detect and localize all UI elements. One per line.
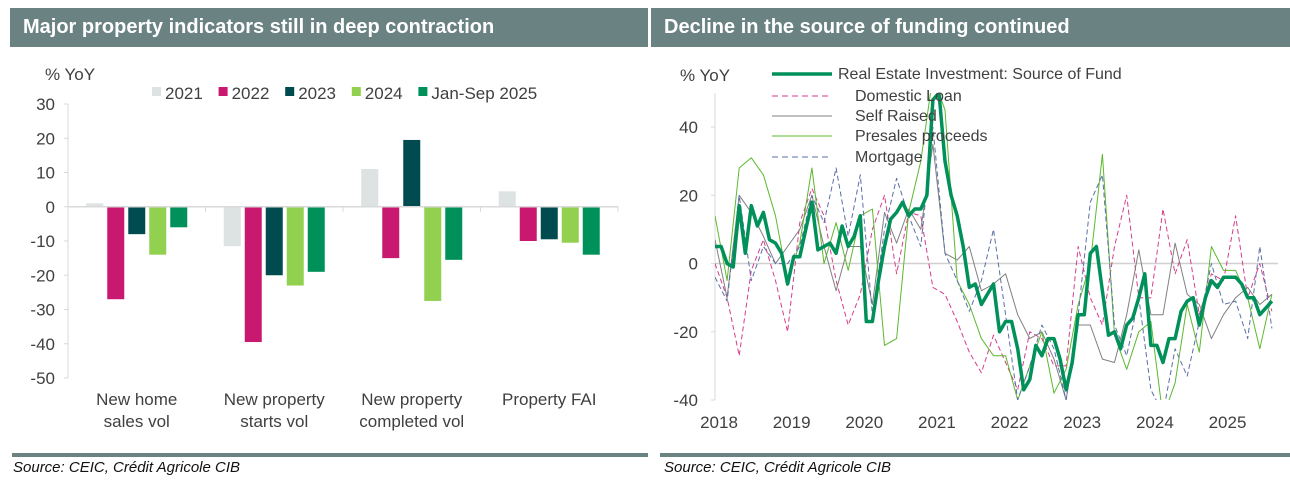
bar-y-tick-label: 10 xyxy=(36,164,55,183)
bar-category-label: completed vol xyxy=(359,412,464,431)
bar-2022 xyxy=(519,206,537,241)
bar-2021 xyxy=(223,206,241,247)
line-y-tick-label: 40 xyxy=(679,118,698,137)
right-source-note: Source: CEIC, Crédit Agricole CIB xyxy=(664,459,892,476)
right-divider xyxy=(660,453,1290,457)
line-y-axis-label: % YoY xyxy=(680,66,730,85)
line-x-tick-label: 2020 xyxy=(845,413,883,432)
bar-2024 xyxy=(561,206,579,243)
bar-y-tick-label: -10 xyxy=(30,232,55,251)
left-source-note: Source: CEIC, Crédit Agricole CIB xyxy=(13,459,241,476)
legend-swatch xyxy=(152,87,161,96)
line-y-tick-label: -40 xyxy=(673,391,698,410)
bar-y-tick-label: -30 xyxy=(30,301,55,320)
bar-category-label: Property FAI xyxy=(502,390,596,409)
bar-category-label: sales vol xyxy=(104,412,170,431)
legend-label: Presales proceeds xyxy=(855,128,988,145)
series-line-real-estate-investment-source-of-fund xyxy=(715,93,1274,392)
series-line-self-raised xyxy=(715,143,1273,400)
left-chart-title: Major property indicators still in deep … xyxy=(10,8,648,47)
legend-label: Real Estate Investment: Source of Fund xyxy=(838,66,1122,83)
bar-2023 xyxy=(403,139,421,207)
bar-2023 xyxy=(540,206,558,240)
line-x-tick-label: 2019 xyxy=(773,413,811,432)
right-chart-title: Decline in the source of funding continu… xyxy=(651,8,1290,47)
line-x-tick-label: 2023 xyxy=(1063,413,1101,432)
legend-label: 2021 xyxy=(165,84,203,103)
line-x-tick-label: 2018 xyxy=(700,413,738,432)
bar-category-label: New property xyxy=(361,390,463,409)
line-x-tick-label: 2022 xyxy=(991,413,1029,432)
line-x-tick-label: 2021 xyxy=(918,413,956,432)
series-line-mortgage xyxy=(715,126,1273,400)
bar-2021 xyxy=(498,191,516,207)
line-x-tick-label: 2024 xyxy=(1136,413,1174,432)
bar-2024 xyxy=(286,206,304,286)
legend-label: 2022 xyxy=(232,84,270,103)
bar-2022 xyxy=(382,206,400,259)
bar-y-tick-label: -50 xyxy=(30,369,55,388)
legend-swatch xyxy=(285,87,295,96)
bar-category-label: New home xyxy=(96,390,177,409)
legend-label: 2023 xyxy=(298,84,336,103)
line-y-tick-label: -20 xyxy=(673,323,698,342)
bar-2023 xyxy=(128,206,146,235)
bar-category-label: New property xyxy=(224,390,326,409)
legend-label: Mortgage xyxy=(855,149,923,166)
bar-jan-sep-2025 xyxy=(582,206,600,255)
bar-jan-sep-2025 xyxy=(445,206,463,260)
bar-2021 xyxy=(86,203,104,207)
left-divider xyxy=(12,453,648,457)
bar-y-tick-label: -40 xyxy=(30,335,55,354)
legend-label: Domestic Loan xyxy=(855,88,962,105)
bar-2024 xyxy=(149,206,167,255)
line-y-tick-label: 0 xyxy=(689,255,698,274)
bar-2024 xyxy=(424,206,442,301)
bar-y-tick-label: 30 xyxy=(36,95,55,114)
bar-y-tick-label: 0 xyxy=(46,198,55,217)
line-y-tick-label: 20 xyxy=(679,186,698,205)
legend-swatch xyxy=(418,87,428,96)
bar-category-label: starts vol xyxy=(240,412,308,431)
legend-label: Self Raised xyxy=(855,108,937,125)
bar-2022 xyxy=(107,206,125,300)
legend-swatch xyxy=(218,87,228,96)
legend-label: Jan-Sep 2025 xyxy=(431,84,537,103)
legend-swatch xyxy=(351,87,361,96)
bar-y-tick-label: -20 xyxy=(30,266,55,285)
bar-y-axis-label: % YoY xyxy=(45,65,95,84)
bar-y-tick-label: 20 xyxy=(36,129,55,148)
bar-jan-sep-2025 xyxy=(170,206,188,228)
line-x-tick-label: 2025 xyxy=(1209,413,1247,432)
legend-label: 2024 xyxy=(365,84,403,103)
bar-2023 xyxy=(265,206,283,276)
bar-2021 xyxy=(361,169,379,207)
bar-2022 xyxy=(244,206,262,343)
bar-jan-sep-2025 xyxy=(307,206,325,272)
series-line-domestic-loan xyxy=(715,188,1273,391)
